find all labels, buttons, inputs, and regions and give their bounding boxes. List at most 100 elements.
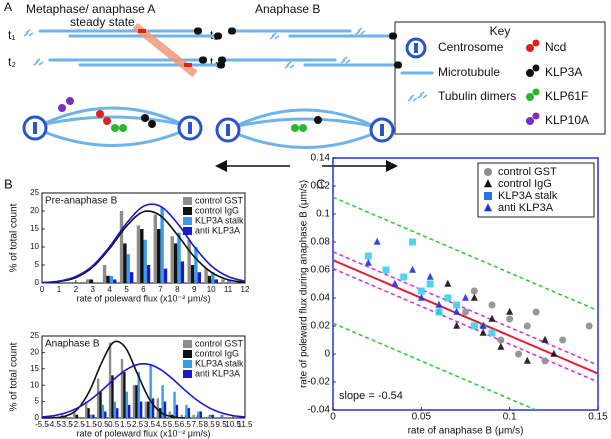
- point: [541, 335, 549, 343]
- x-tick-label: 11.5: [238, 420, 254, 429]
- annotation: slope = -0.54: [339, 390, 403, 402]
- tubulin-dimers: [33, 58, 44, 66]
- key-item: Tubulin dimers: [438, 89, 516, 103]
- fit-line: [333, 267, 598, 383]
- bar: [175, 404, 179, 418]
- spindle: [226, 108, 384, 132]
- point: [435, 308, 443, 316]
- y-axis-title: % of total count: [9, 342, 20, 411]
- bar: [214, 279, 218, 283]
- diagram-title: Anaphase B: [255, 2, 320, 16]
- bar: [136, 225, 141, 283]
- key-icon: [526, 117, 534, 125]
- key-icon: [414, 43, 418, 53]
- x-tick-label: 10.5: [225, 420, 241, 429]
- y-tick-label: 0.08: [311, 237, 331, 248]
- y-tick-label: 0: [35, 413, 40, 422]
- motor: [66, 97, 74, 105]
- point: [373, 237, 381, 245]
- fit-curve: [41, 340, 186, 419]
- point: [470, 293, 478, 301]
- point: [364, 258, 372, 266]
- y-tick-label: 0.14: [311, 153, 331, 164]
- point: [488, 329, 496, 337]
- point: [541, 357, 549, 365]
- bar: [185, 404, 188, 418]
- bar: [156, 398, 160, 418]
- x-tick-label: -2.5: [71, 420, 85, 429]
- bar: [221, 414, 224, 418]
- bar: [113, 401, 117, 418]
- bar: [132, 385, 136, 418]
- tubulin-dimers: [355, 27, 366, 35]
- x-tick-label: 1.5: [120, 420, 132, 429]
- point: [453, 321, 461, 329]
- bar: [199, 411, 203, 418]
- chart-title: Pre-anaphase B: [45, 196, 118, 207]
- y-tick-label: 0.06: [311, 265, 331, 276]
- bar: [129, 272, 134, 283]
- x-tick-label: -0.5: [95, 420, 109, 429]
- point: [453, 307, 461, 315]
- point: [515, 350, 522, 358]
- key-icon: [526, 93, 534, 101]
- x-tick-label: 1: [57, 285, 62, 294]
- diagram-title: Metaphase/ anaphase A: [26, 2, 155, 16]
- legend-label: KLP3A stalk: [498, 190, 558, 202]
- point: [479, 328, 487, 336]
- legend-label: control GST: [195, 195, 244, 205]
- panel-label: B: [4, 176, 13, 191]
- point: [523, 356, 531, 364]
- bar: [92, 414, 95, 418]
- point: [453, 301, 461, 309]
- bar: [149, 365, 152, 418]
- key-item: Centrosome: [438, 40, 504, 54]
- x-tick-label: 3: [91, 285, 96, 294]
- bar: [143, 239, 147, 283]
- key-icon: [526, 69, 534, 77]
- time-label: t₄: [210, 55, 218, 69]
- y-tick-label: 0.04: [311, 293, 331, 304]
- bar: [140, 229, 144, 283]
- point: [409, 265, 416, 273]
- legend-swatch: [183, 227, 192, 235]
- x-tick-label: 7.5: [192, 420, 204, 429]
- point: [400, 273, 408, 281]
- x-tick-label: 2: [74, 285, 79, 294]
- motor: [96, 110, 104, 118]
- motor: [299, 124, 307, 132]
- point: [497, 336, 505, 344]
- x-tick-label: -5.5: [35, 420, 49, 429]
- bar: [173, 243, 178, 283]
- point: [444, 279, 452, 287]
- bar: [123, 372, 126, 418]
- x-tick-label: -1.5: [83, 420, 97, 429]
- tubulin-dimers: [340, 56, 351, 64]
- bar: [211, 272, 215, 283]
- bar: [163, 401, 167, 418]
- bar: [209, 414, 212, 418]
- point: [550, 349, 558, 357]
- fit-line: [333, 196, 598, 312]
- legend-label: anti KLP3A: [195, 368, 240, 378]
- motor: [141, 114, 149, 122]
- legend-label: anti KLP3A: [498, 202, 554, 214]
- bar: [109, 275, 114, 283]
- key-icon: [532, 64, 540, 72]
- y-tick-label: 5: [35, 260, 40, 269]
- bar: [197, 272, 202, 283]
- point: [559, 336, 567, 344]
- plus-end-cap: [199, 56, 207, 64]
- x-tick-label: 0: [40, 285, 45, 294]
- bar: [170, 236, 174, 283]
- point: [462, 308, 469, 316]
- speckle: [138, 29, 146, 33]
- bar: [87, 408, 90, 418]
- y-tick-label: 0.1: [316, 209, 330, 220]
- plus-end-cap: [389, 32, 397, 40]
- fit-line: [333, 251, 598, 366]
- point: [364, 252, 372, 260]
- bar: [104, 411, 107, 418]
- legend-marker: [484, 192, 492, 200]
- x-tick-label: 6: [141, 285, 146, 294]
